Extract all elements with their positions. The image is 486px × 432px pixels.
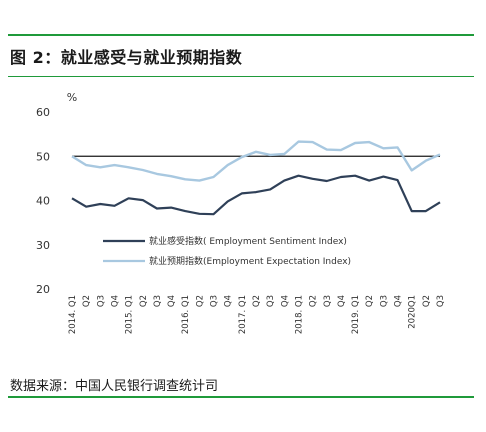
x-tick-label: Q3 (266, 295, 276, 307)
series-line-sentiment (71, 174, 441, 216)
y-tick-label: 60 (36, 106, 50, 119)
x-tick-label: Q3 (379, 295, 389, 307)
legend: 就业感受指数( Employment Sentiment Index) 就业预期… (103, 235, 351, 267)
x-tick-label: Q4 (337, 295, 347, 307)
x-tick-label: 2020Q1 (408, 295, 418, 329)
legend-label-sentiment: 就业感受指数( Employment Sentiment Index) (149, 235, 347, 247)
x-tick-label: Q2 (422, 295, 432, 307)
series-line-expectation (71, 140, 441, 182)
x-tick-label: 2014. Q1 (68, 295, 78, 334)
data-source: 数据来源：中国人民银行调查统计司 (10, 379, 219, 394)
y-tick-label: 50 (36, 150, 50, 163)
top-rule (8, 34, 474, 36)
x-tick-label: Q3 (436, 295, 446, 307)
x-tick-label: Q2 (195, 295, 205, 307)
x-tick-label: Q4 (224, 295, 234, 307)
x-axis-ticks: 2014. Q1 Q2 Q3 Q4 2015. Q1 Q2 Q3 Q4 2016. Q1 Q2 Q3… (68, 295, 446, 334)
x-tick-label: Q4 (394, 295, 404, 307)
x-tick-label: Q2 (309, 295, 319, 307)
x-tick-label: Q2 (139, 295, 149, 307)
x-tick-label: Q3 (153, 295, 163, 307)
x-tick-label: 2018. Q1 (294, 295, 304, 334)
y-tick-label: 30 (36, 239, 50, 252)
series-lines (71, 140, 441, 216)
x-tick-label: Q3 (210, 295, 220, 307)
x-tick-label: 2019. Q1 (351, 295, 361, 334)
y-axis-ticks: 20 30 40 50 60 (36, 106, 50, 296)
x-tick-label: Q3 (323, 295, 333, 307)
x-tick-label: Q3 (96, 295, 106, 307)
x-tick-label: Q4 (280, 295, 290, 307)
y-tick-label: 40 (36, 195, 50, 208)
y-tick-label: 20 (36, 283, 50, 296)
title-underline (8, 76, 474, 77)
x-tick-label: 2016. Q1 (181, 295, 191, 334)
figure-title: 图 2：就业感受与就业预期指数 (10, 48, 243, 67)
y-unit-label: % (67, 91, 77, 104)
x-tick-label: Q4 (110, 295, 120, 307)
x-tick-label: Q2 (252, 295, 262, 307)
x-tick-label: Q2 (82, 295, 92, 307)
legend-label-expectation: 就业预期指数(Employment Expectation Index) (149, 255, 351, 267)
x-tick-label: 2015. Q1 (125, 295, 135, 334)
x-tick-label: 2017. Q1 (238, 295, 248, 334)
x-tick-label: Q4 (167, 295, 177, 307)
bottom-rule (8, 396, 474, 398)
x-tick-label: Q2 (365, 295, 375, 307)
